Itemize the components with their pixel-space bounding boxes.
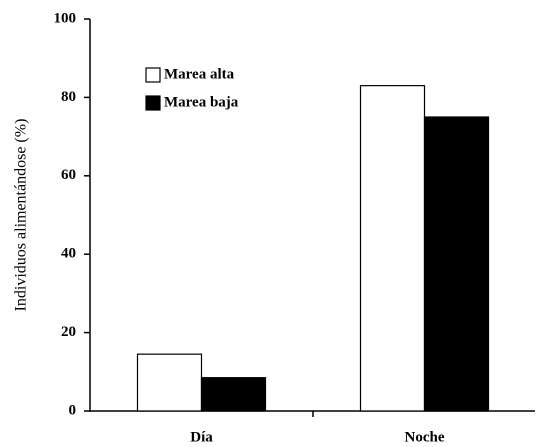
y-tick-label: 40 (61, 246, 76, 262)
bar (200, 377, 267, 412)
x-tick-label: Noche (405, 429, 445, 445)
bar (359, 85, 426, 412)
y-tick-label: 60 (61, 167, 76, 183)
x-tick-label: Día (190, 429, 213, 445)
legend-label: Marea alta (164, 66, 235, 82)
y-tick-label: 20 (61, 324, 76, 340)
y-tick-label: 80 (61, 89, 76, 105)
bar (136, 353, 203, 412)
y-axis-label: Individuos alimentándose (%) (13, 119, 30, 312)
y-tick-label: 100 (54, 10, 77, 26)
bar (423, 116, 490, 412)
y-tick-label: 0 (69, 402, 77, 418)
legend-label: Marea baja (164, 94, 239, 110)
legend-swatch (145, 95, 161, 111)
legend-swatch (145, 67, 161, 83)
